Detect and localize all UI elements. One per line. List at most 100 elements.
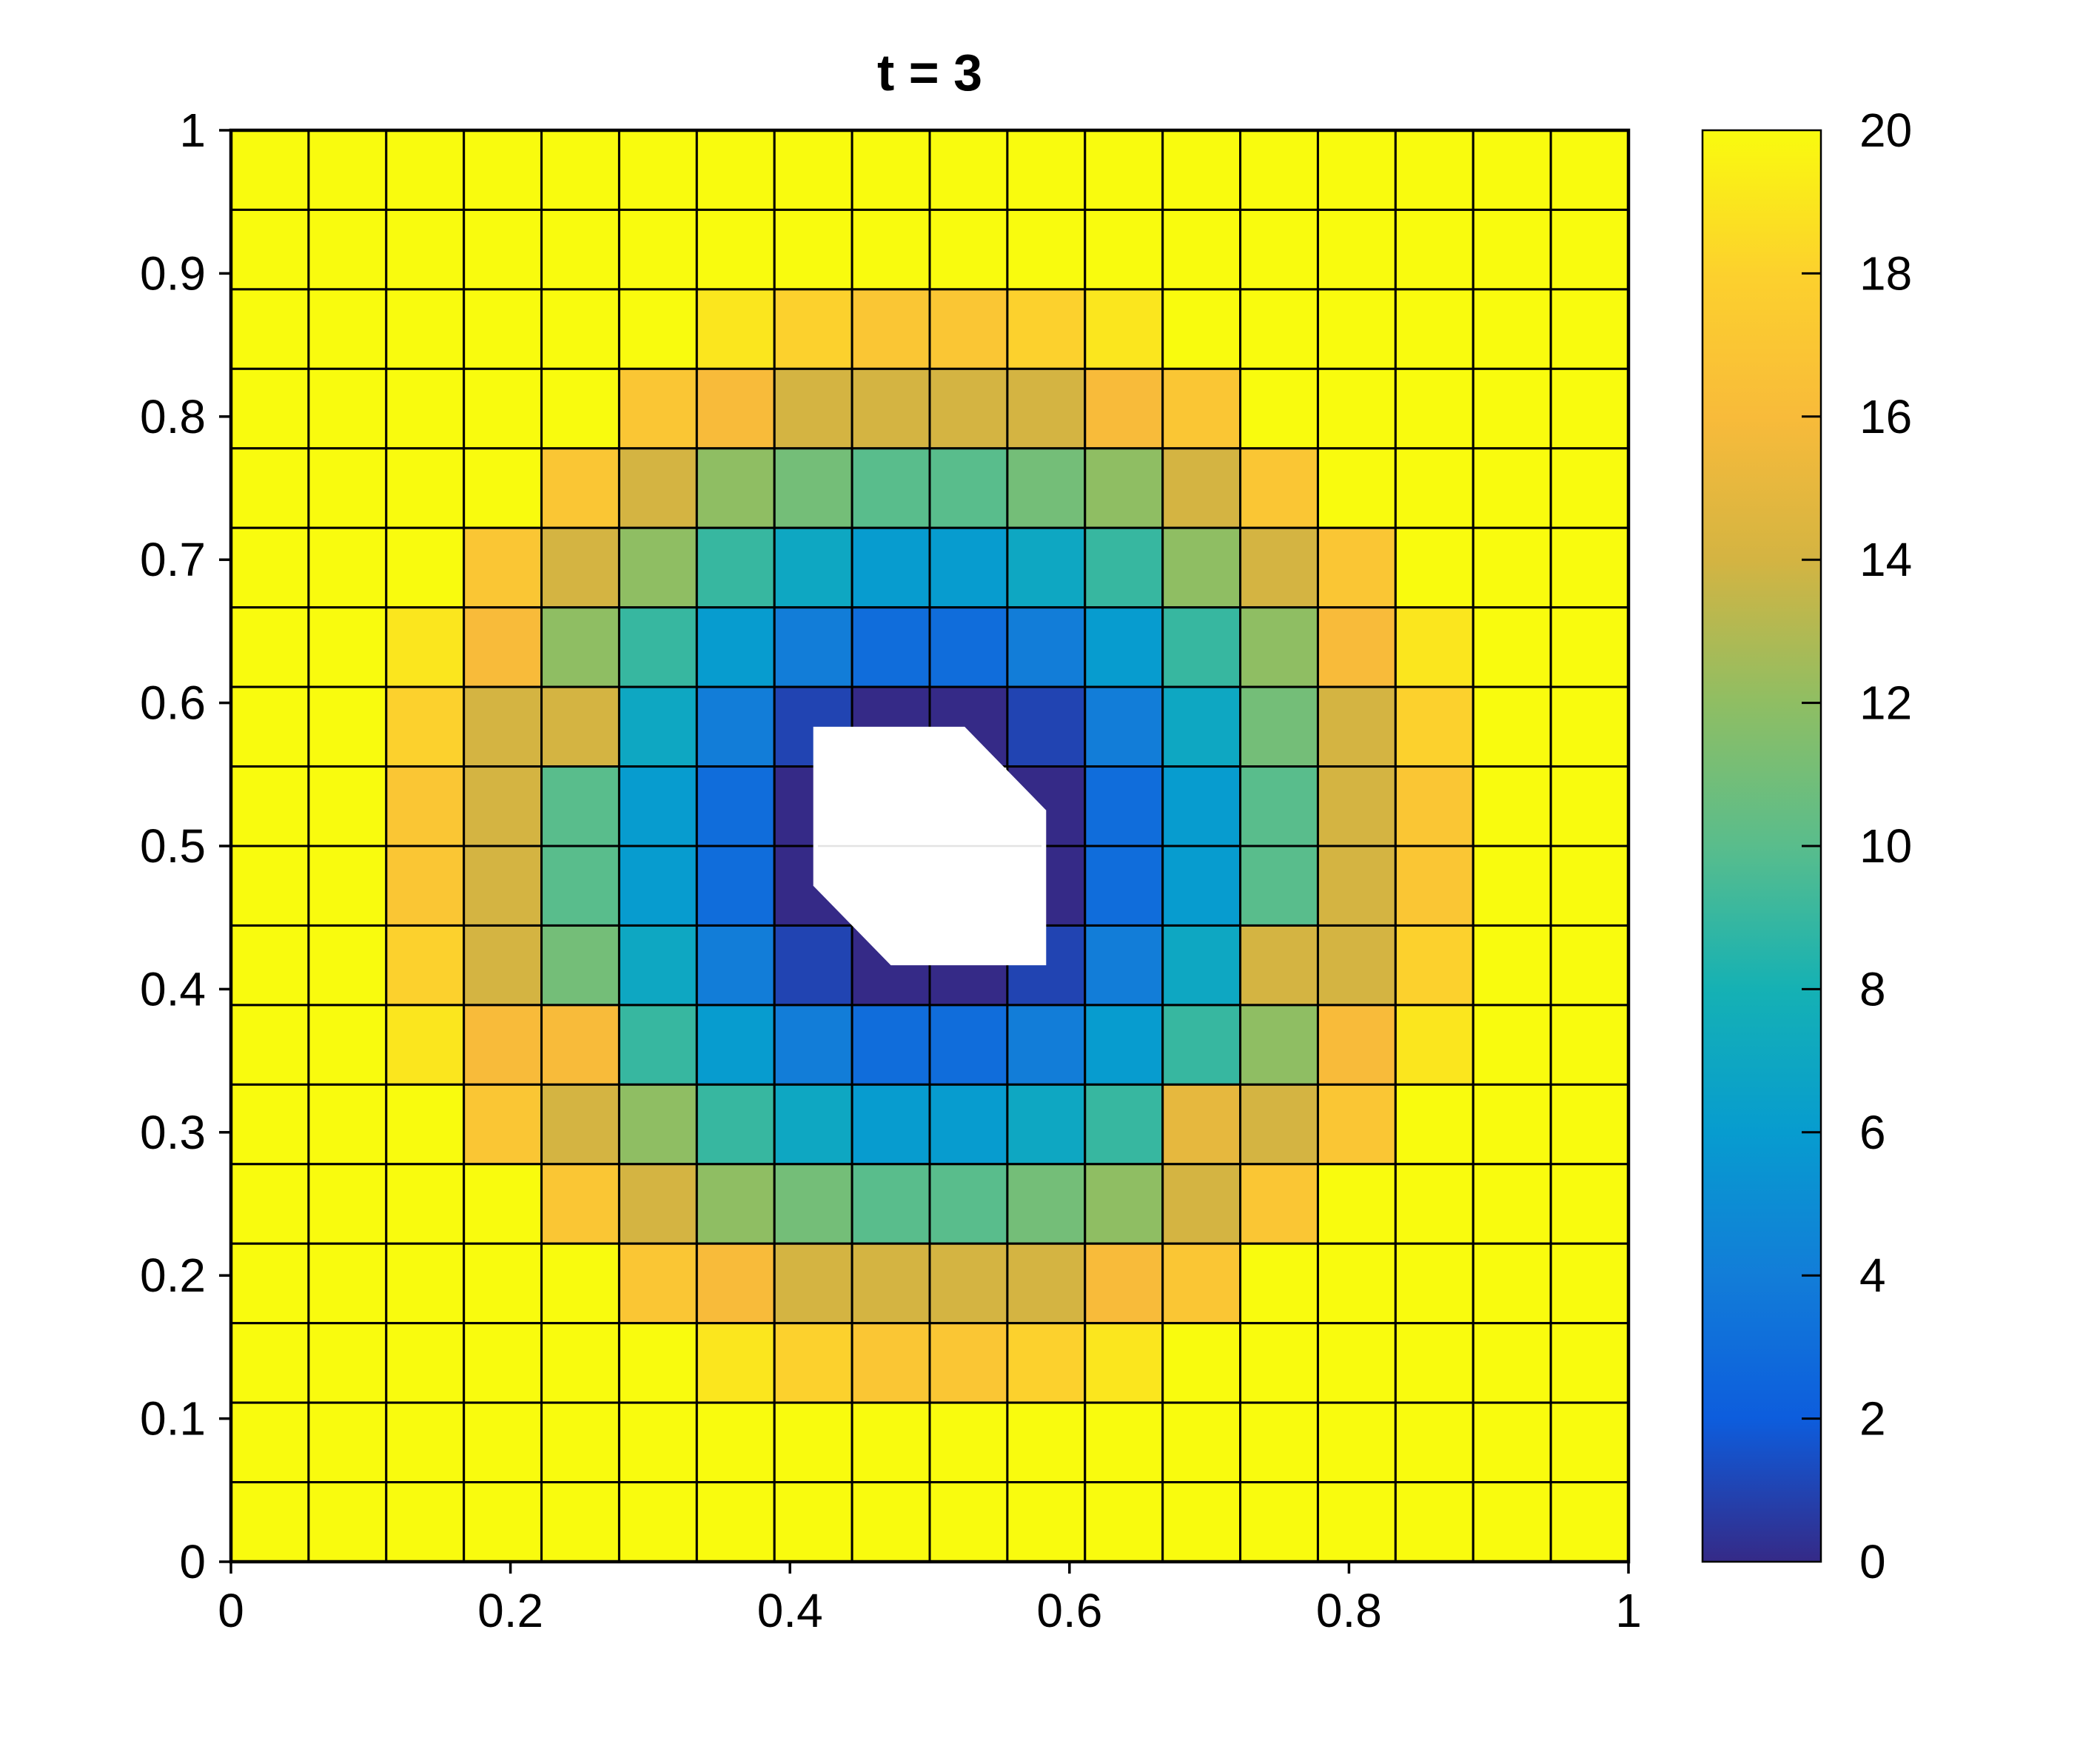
heatmap-cell xyxy=(1394,129,1475,211)
heatmap-cell xyxy=(229,129,310,211)
heatmap-cell xyxy=(617,845,698,927)
heatmap-cell xyxy=(1549,447,1630,529)
heatmap-grid xyxy=(229,129,1630,1563)
heatmap-cell xyxy=(229,924,310,1007)
heatmap-cell xyxy=(229,447,310,529)
colorbar-tick-label: 18 xyxy=(1859,246,1912,300)
heatmap-cell xyxy=(1394,1401,1475,1484)
heatmap-cell xyxy=(1549,129,1630,211)
heatmap-cell xyxy=(1161,208,1242,291)
heatmap-cell xyxy=(1161,685,1242,768)
heatmap-cell xyxy=(1394,208,1475,291)
heatmap-cell xyxy=(928,526,1009,609)
heatmap-cell xyxy=(695,1242,776,1325)
heatmap-cell xyxy=(1472,1401,1552,1484)
heatmap-cell xyxy=(307,367,388,450)
heatmap-cell xyxy=(851,526,931,609)
heatmap-cell xyxy=(1394,367,1475,450)
y-tick-label: 0.5 xyxy=(140,819,206,873)
y-tick-label: 0.2 xyxy=(140,1249,206,1302)
heatmap-cell xyxy=(1006,1242,1087,1325)
heatmap-cell xyxy=(385,526,466,609)
heatmap-cell xyxy=(773,924,853,1007)
heatmap-cell xyxy=(1084,606,1164,688)
heatmap-cell xyxy=(385,606,466,688)
heatmap-cell xyxy=(1316,447,1397,529)
heatmap-cell xyxy=(1472,924,1552,1007)
heatmap-cell xyxy=(1084,1322,1164,1404)
heatmap-cell xyxy=(1549,526,1630,609)
heatmap-cell xyxy=(307,685,388,768)
heatmap-cell xyxy=(695,367,776,450)
heatmap-cell xyxy=(695,845,776,927)
heatmap-cell xyxy=(540,685,620,768)
heatmap-cell xyxy=(1472,685,1552,768)
heatmap-cell xyxy=(1161,924,1242,1007)
heatmap-cell xyxy=(1239,1322,1319,1404)
heatmap-cell xyxy=(1239,1242,1319,1325)
colorbar-tick-label: 16 xyxy=(1859,390,1912,443)
heatmap-cell xyxy=(385,447,466,529)
heatmap-cell xyxy=(540,765,620,847)
heatmap-cell xyxy=(229,685,310,768)
heatmap-cell xyxy=(1394,1083,1475,1166)
heatmap-cell xyxy=(1006,606,1087,688)
heatmap-cell xyxy=(229,367,310,450)
heatmap-cell xyxy=(385,1401,466,1484)
heatmap-cell xyxy=(307,924,388,1007)
heatmap-cell xyxy=(1239,1083,1319,1166)
heatmap-cell xyxy=(1549,685,1630,768)
heatmap-cell xyxy=(229,1322,310,1404)
heatmap-cell xyxy=(1084,288,1164,370)
heatmap-cell xyxy=(229,1401,310,1484)
heatmap-cell xyxy=(1161,845,1242,927)
heatmap-cell xyxy=(540,447,620,529)
heatmap-cell xyxy=(1316,1322,1397,1404)
heatmap-cell xyxy=(617,924,698,1007)
heatmap-cell xyxy=(1239,924,1319,1007)
heatmap-cell xyxy=(1006,367,1087,450)
heatmap-cell xyxy=(1316,367,1397,450)
heatmap-cell xyxy=(928,1401,1009,1484)
heatmap-cell xyxy=(617,288,698,370)
heatmap-cell xyxy=(695,1481,776,1563)
heatmap-cell xyxy=(540,924,620,1007)
heatmap-cell xyxy=(307,1163,388,1245)
heatmap-cell xyxy=(617,367,698,450)
heatmap-cell xyxy=(1239,367,1319,450)
heatmap-cell xyxy=(463,1322,543,1404)
heatmap-cell xyxy=(307,765,388,847)
heatmap-cell xyxy=(1316,924,1397,1007)
heatmap-cell xyxy=(1316,129,1397,211)
heatmap-cell xyxy=(540,129,620,211)
heatmap-cell xyxy=(463,1004,543,1086)
heatmap-cell xyxy=(307,1322,388,1404)
heatmap-cell xyxy=(695,924,776,1007)
heatmap-cell xyxy=(1239,1163,1319,1245)
heatmap-cell xyxy=(385,685,466,768)
heatmap-cell xyxy=(385,208,466,291)
y-tick-label: 0.9 xyxy=(140,246,206,300)
heatmap-cell xyxy=(540,1163,620,1245)
heatmap-cell xyxy=(385,765,466,847)
heatmap-cell xyxy=(463,845,543,927)
heatmap-cell xyxy=(1239,526,1319,609)
heatmap-cell xyxy=(1084,845,1164,927)
heatmap-cell xyxy=(1239,447,1319,529)
heatmap-cell xyxy=(385,1322,466,1404)
heatmap-cell xyxy=(463,1242,543,1325)
heatmap-cell xyxy=(1239,1481,1319,1563)
heatmap-cell xyxy=(1472,1481,1552,1563)
heatmap-cell xyxy=(1549,288,1630,370)
heatmap-cell xyxy=(229,288,310,370)
heatmap-cell xyxy=(540,367,620,450)
heatmap-cell xyxy=(1549,1242,1630,1325)
heatmap-cell xyxy=(1084,1004,1164,1086)
heatmap-cell xyxy=(540,606,620,688)
heatmap-cell xyxy=(540,526,620,609)
heatmap-cell xyxy=(385,1083,466,1166)
heatmap-cell xyxy=(773,208,853,291)
heatmap-cell xyxy=(1472,129,1552,211)
heatmap-cell xyxy=(229,845,310,927)
